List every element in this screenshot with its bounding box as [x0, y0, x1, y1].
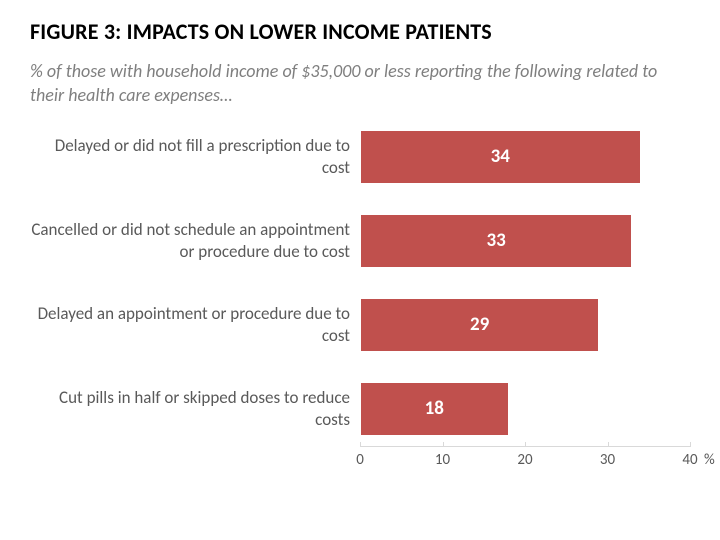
axis-spacer	[30, 446, 360, 469]
chart-row: Cut pills in half or skipped doses to re…	[30, 382, 690, 436]
bar: 18	[360, 382, 509, 436]
bar-value-label: 29	[470, 313, 489, 336]
category-label: Delayed or did not fill a prescription d…	[30, 135, 360, 178]
x-axis: 010203040%	[360, 446, 690, 469]
x-tick-mark	[360, 442, 361, 447]
x-tick-label: 20	[517, 451, 532, 469]
chart-row: Delayed or did not fill a prescription d…	[30, 130, 690, 184]
x-tick-mark	[608, 442, 609, 447]
figure-subtitle: % of those with household income of $35,…	[30, 59, 690, 108]
chart-row: Delayed an appointment or procedure due …	[30, 298, 690, 352]
bar-value-label: 34	[491, 145, 510, 168]
x-axis-suffix: %	[704, 451, 715, 469]
x-tick-label: 40	[682, 451, 697, 469]
figure-container: FIGURE 3: IMPACTS ON LOWER INCOME PATIEN…	[0, 0, 720, 540]
bar: 34	[360, 130, 641, 184]
plot-area: 34	[360, 130, 690, 184]
figure-title: FIGURE 3: IMPACTS ON LOWER INCOME PATIEN…	[30, 18, 690, 45]
category-label: Cut pills in half or skipped doses to re…	[30, 387, 360, 430]
x-tick-label: 10	[435, 451, 450, 469]
x-tick-mark	[690, 442, 691, 447]
x-tick-label: 30	[600, 451, 615, 469]
x-tick-mark	[443, 442, 444, 447]
x-tick-label: 0	[356, 451, 364, 469]
bar: 29	[360, 298, 599, 352]
plot-area: 29	[360, 298, 690, 352]
bar-chart: Delayed or did not fill a prescription d…	[30, 130, 690, 469]
x-tick-mark	[525, 442, 526, 447]
bar: 33	[360, 214, 632, 268]
bar-value-label: 33	[486, 229, 505, 252]
bar-value-label: 18	[425, 397, 444, 420]
plot-area: 33	[360, 214, 690, 268]
category-label: Delayed an appointment or procedure due …	[30, 303, 360, 346]
chart-row: Cancelled or did not schedule an appoint…	[30, 214, 690, 268]
plot-area: 18	[360, 382, 690, 436]
category-label: Cancelled or did not schedule an appoint…	[30, 219, 360, 262]
